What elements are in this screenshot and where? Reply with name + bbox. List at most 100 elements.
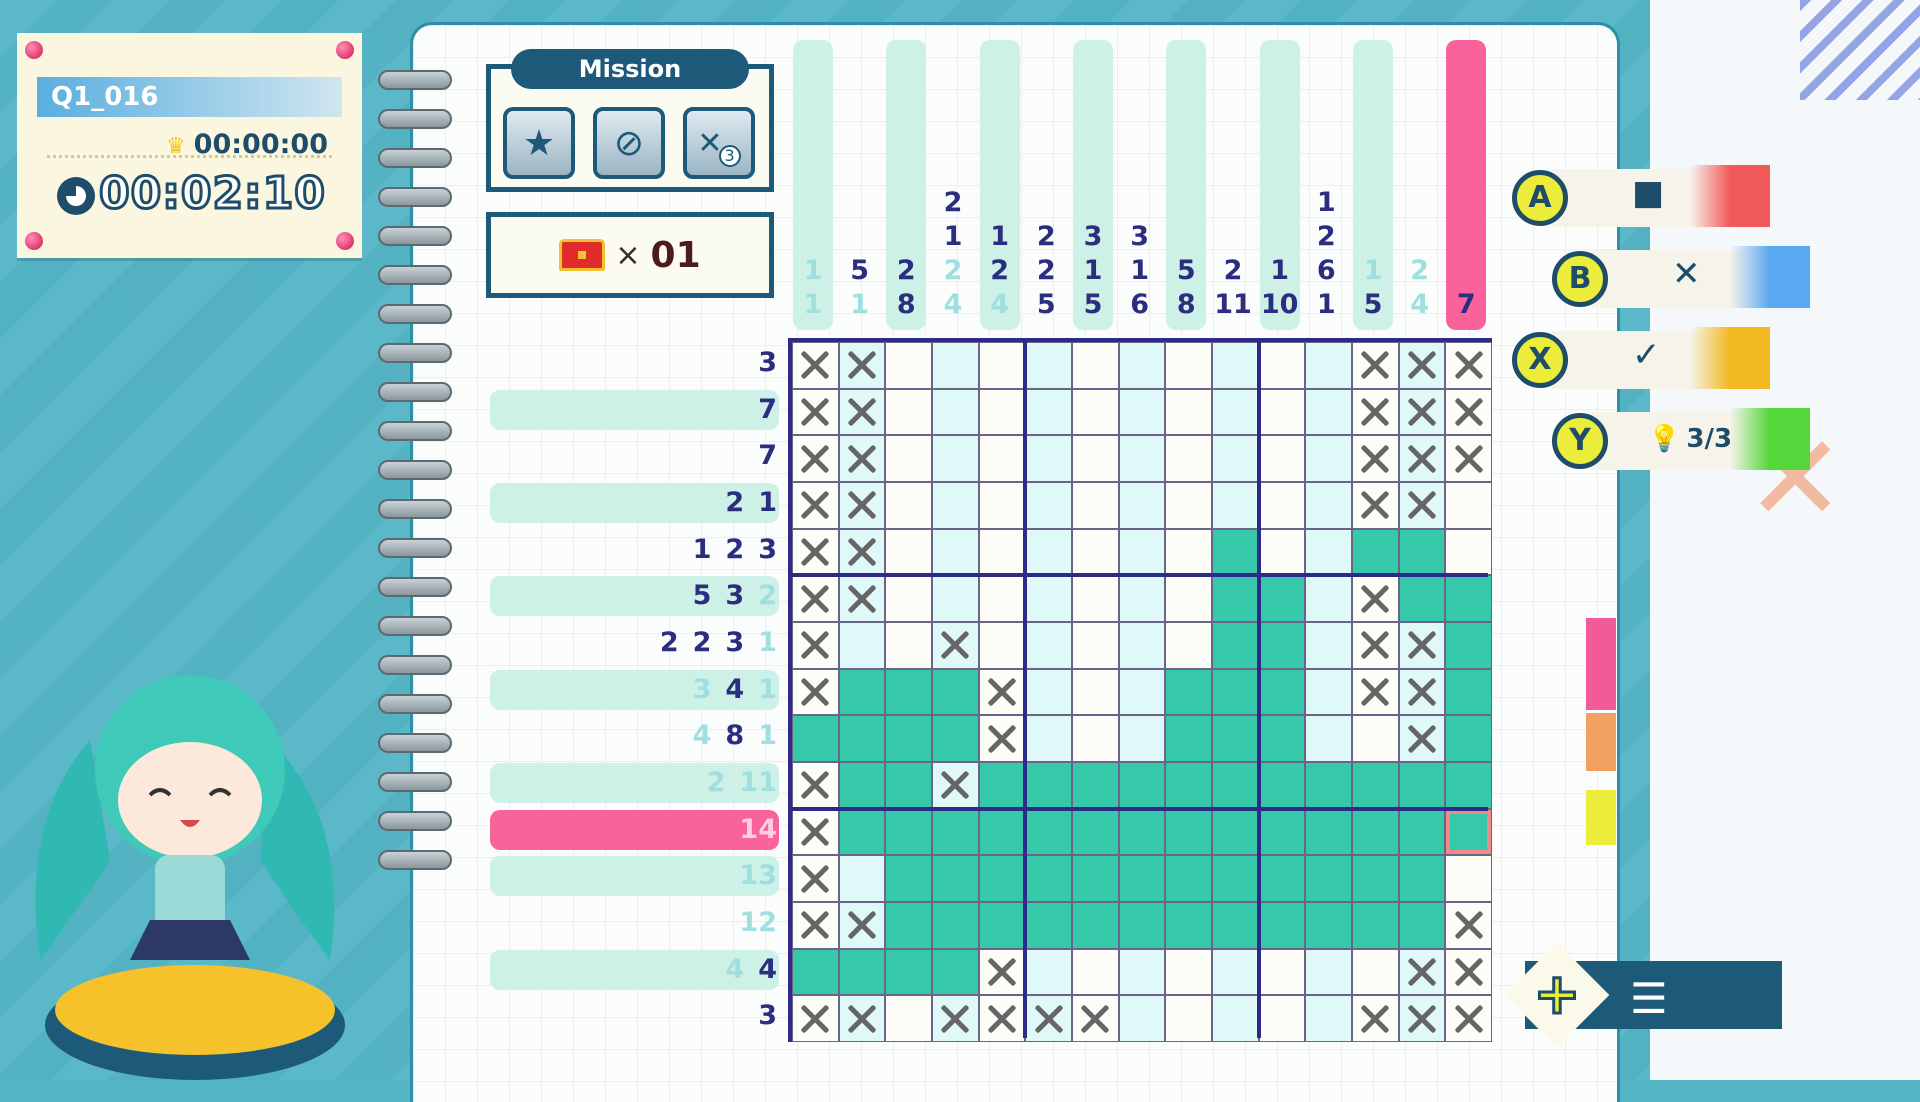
grid-cell-empty[interactable] [1165, 388, 1212, 436]
grid-cell-crossed[interactable] [1352, 388, 1399, 436]
grid-cell-filled[interactable] [838, 808, 886, 856]
side-tab-orange[interactable] [1586, 713, 1616, 771]
grid-cell-crossed[interactable] [792, 762, 839, 809]
grid-cell-filled[interactable] [1165, 668, 1212, 716]
row-clue[interactable]: 4 [692, 720, 712, 752]
column-clue[interactable]: 5 [1176, 255, 1196, 286]
grid-cell-empty[interactable] [1072, 482, 1119, 529]
grid-cell-empty[interactable] [1165, 342, 1212, 389]
grid-cell-filled[interactable] [1258, 902, 1306, 949]
grid-cell-empty[interactable] [885, 995, 932, 1042]
row-clue[interactable]: 1 [758, 720, 777, 752]
row-clue[interactable]: 2 [706, 767, 726, 798]
column-clue[interactable]: 1 [1316, 289, 1336, 320]
grid-cell-filled[interactable] [1398, 902, 1446, 949]
grid-cell-filled[interactable] [885, 762, 932, 809]
grid-cell-filled[interactable] [932, 902, 979, 949]
grid-cell-crossed[interactable] [1352, 342, 1399, 389]
column-clue[interactable]: 2 [1316, 221, 1336, 252]
grid-cell-filled[interactable] [1025, 855, 1072, 902]
control-a-button[interactable]: A ■ [1512, 165, 1770, 231]
column-clue[interactable]: 1 [803, 289, 823, 320]
grid-cell-filled[interactable] [792, 948, 839, 996]
column-clue[interactable]: 4 [1410, 289, 1430, 320]
row-clue[interactable]: 12 [739, 907, 777, 938]
row-clue[interactable]: 3 [758, 347, 777, 378]
grid-cell-empty[interactable] [1445, 482, 1492, 529]
button-y-icon[interactable]: Y [1552, 413, 1608, 469]
grid-cell-empty[interactable] [1025, 435, 1072, 482]
row-clue[interactable]: 3 [725, 627, 745, 658]
grid-cell-empty[interactable] [1118, 342, 1166, 389]
control-y-button[interactable]: Y 💡 3/3 [1552, 408, 1810, 474]
grid-cell-crossed[interactable] [1398, 388, 1446, 436]
grid-cell-filled[interactable] [1118, 855, 1166, 902]
grid-cell-filled[interactable] [1398, 762, 1446, 809]
grid-cell-filled[interactable] [1212, 622, 1259, 669]
side-tab-pink[interactable] [1586, 618, 1616, 710]
grid-cell-empty[interactable] [1165, 622, 1212, 669]
grid-cell-empty[interactable] [1305, 342, 1352, 389]
control-b-button[interactable]: B ✕ [1552, 246, 1810, 312]
grid-cell-filled[interactable] [1258, 668, 1306, 716]
grid-cell-empty[interactable] [1305, 528, 1352, 576]
grid-cell-empty[interactable] [1072, 622, 1119, 669]
grid-cell-empty[interactable] [1305, 995, 1352, 1042]
column-clue[interactable]: 1 [1270, 255, 1290, 286]
grid-cell-empty[interactable] [885, 388, 932, 436]
grid-cell-crossed[interactable] [792, 342, 839, 389]
grid-cell-empty[interactable] [1212, 948, 1259, 996]
grid-cell-crossed[interactable] [1352, 995, 1399, 1042]
grid-cell-empty[interactable] [1118, 575, 1166, 622]
grid-cell-filled[interactable] [838, 715, 886, 762]
grid-cell-filled[interactable] [1025, 762, 1072, 809]
grid-cell-filled[interactable] [1258, 808, 1306, 856]
grid-cell-crossed[interactable] [1398, 715, 1446, 762]
row-clue[interactable]: 3 [725, 580, 745, 612]
column-clue[interactable]: 2 [943, 255, 963, 286]
button-b-icon[interactable]: B [1552, 251, 1608, 307]
grid-cell-filled[interactable] [838, 948, 886, 996]
grid-cell-empty[interactable] [1258, 948, 1306, 996]
column-clue[interactable]: 1 [1083, 255, 1103, 286]
grid-cell-filled[interactable] [1212, 902, 1259, 949]
row-clue[interactable]: 11 [739, 767, 777, 798]
menu-list-icon[interactable]: ☰ [1630, 974, 1668, 1023]
grid-cell-empty[interactable] [1258, 528, 1306, 576]
grid-cell-filled[interactable] [1445, 575, 1492, 622]
control-x-button[interactable]: X ✓ [1512, 327, 1770, 393]
grid-cell-filled[interactable] [978, 762, 1026, 809]
grid-cell-filled[interactable] [885, 715, 932, 762]
grid-cell-empty[interactable] [1118, 715, 1166, 762]
grid-cell-empty[interactable] [1072, 342, 1119, 389]
column-clue[interactable]: 8 [896, 289, 916, 320]
grid-cell-filled[interactable] [1258, 855, 1306, 902]
grid-cell-filled[interactable] [978, 855, 1026, 902]
grid-cell-empty[interactable] [1305, 715, 1352, 762]
grid-cell-empty[interactable] [1025, 342, 1072, 389]
grid-cell-filled[interactable] [932, 855, 979, 902]
grid-cell-filled[interactable] [1165, 808, 1212, 856]
row-clue[interactable]: 13 [739, 860, 777, 892]
grid-cell-empty[interactable] [1118, 528, 1166, 576]
side-tab-yellow[interactable] [1586, 790, 1616, 845]
grid-cell-crossed[interactable] [792, 388, 839, 436]
column-clue[interactable]: 7 [1456, 289, 1476, 320]
grid-cell-filled[interactable] [1072, 855, 1119, 902]
plus-button-icon[interactable]: + [1532, 962, 1582, 1027]
grid-cell-crossed[interactable] [838, 528, 886, 576]
grid-cell-filled[interactable] [1258, 762, 1306, 809]
grid-cell-empty[interactable] [978, 528, 1026, 576]
grid-cell-empty[interactable] [1025, 948, 1072, 996]
grid-cell-empty[interactable] [1025, 388, 1072, 436]
grid-cell-empty[interactable] [1072, 528, 1119, 576]
grid-cell-empty[interactable] [1072, 715, 1119, 762]
grid-cell-filled[interactable] [1072, 808, 1119, 856]
grid-cell-crossed[interactable] [1398, 482, 1446, 529]
row-clue[interactable]: 3 [758, 1000, 777, 1032]
grid-cell-empty[interactable] [1118, 622, 1166, 669]
grid-cell-filled[interactable] [1212, 762, 1259, 809]
column-clue[interactable]: 1 [1130, 255, 1150, 286]
column-clue[interactable]: 3 [1130, 221, 1150, 252]
grid-cell-empty[interactable] [978, 435, 1026, 482]
